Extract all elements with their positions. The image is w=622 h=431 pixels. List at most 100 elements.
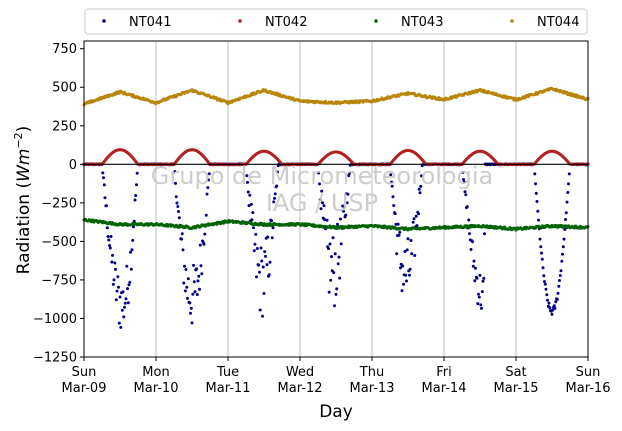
data-point: [101, 171, 105, 175]
data-point: [462, 178, 465, 181]
data-point: [291, 96, 295, 100]
data-point: [276, 170, 279, 174]
data-point: [543, 282, 547, 286]
data-point: [403, 250, 407, 253]
data-point: [199, 264, 203, 268]
x-tick-label-date: Mar-09: [62, 381, 107, 396]
data-point: [390, 180, 393, 184]
data-point: [332, 271, 336, 275]
data-point: [251, 211, 255, 215]
data-point: [111, 253, 114, 257]
legend-box: [84, 8, 588, 35]
data-point: [419, 184, 423, 188]
data-point: [123, 301, 127, 305]
data-point: [259, 246, 263, 250]
data-point: [545, 293, 549, 297]
legend: NT041 NT042 NT043 NT044: [84, 8, 588, 35]
data-point: [253, 242, 257, 246]
x-tick-label-date: Mar-11: [206, 381, 251, 396]
data-point: [132, 219, 136, 223]
plot-frame: [83, 40, 589, 358]
series-NT044: [82, 86, 590, 107]
data-point: [257, 263, 261, 267]
data-point: [180, 232, 184, 236]
data-point: [543, 280, 546, 284]
x-tick-label-day: Tue: [216, 365, 239, 380]
data-point: [409, 239, 413, 242]
x-axis-ticks: SunMar-09MonMar-10TueMar-11WedMar-12ThuM…: [62, 357, 610, 396]
data-point: [411, 220, 415, 224]
legend-label-NT041: NT041: [129, 15, 171, 30]
data-point: [107, 238, 111, 242]
data-point: [108, 244, 111, 247]
x-tick-label-date: Mar-10: [134, 381, 179, 396]
x-tick-label-day: Sun: [72, 365, 97, 380]
x-tick-label-date: Mar-12: [278, 381, 323, 396]
y-axis-label: Radiation (Wm−2): [12, 126, 34, 275]
data-point: [175, 201, 179, 205]
data-point: [567, 182, 570, 186]
data-point: [270, 219, 273, 223]
data-point: [472, 259, 476, 263]
x-tick-label-day: Wed: [286, 365, 314, 380]
data-point: [547, 301, 551, 305]
data-point: [196, 279, 200, 283]
data-point: [262, 292, 266, 295]
data-point: [203, 232, 207, 236]
y-tick-label: 750: [52, 42, 77, 57]
data-point: [261, 314, 264, 318]
data-point: [205, 192, 209, 196]
data-point: [346, 192, 350, 196]
data-point: [118, 295, 122, 299]
data-point: [126, 287, 129, 291]
legend-label-NT044: NT044: [537, 15, 579, 30]
data-point: [254, 232, 258, 236]
data-point: [471, 264, 475, 268]
data-point: [192, 280, 196, 284]
y-tick-label: −750: [41, 273, 77, 288]
data-point: [191, 292, 195, 296]
data-point: [114, 267, 117, 271]
legend-marker-NT044: [510, 19, 514, 23]
data-point: [317, 171, 321, 175]
data-point: [127, 283, 131, 287]
data-point: [467, 218, 471, 222]
data-point: [261, 265, 265, 269]
data-point: [414, 214, 418, 218]
data-point: [267, 273, 271, 277]
data-point: [268, 260, 272, 264]
data-point: [563, 227, 567, 231]
data-point: [564, 218, 567, 221]
data-point: [246, 190, 250, 194]
data-point: [468, 232, 471, 236]
data-point: [176, 205, 180, 208]
data-point: [537, 218, 540, 222]
data-point: [180, 237, 183, 241]
data-point: [200, 272, 204, 276]
data-point: [184, 268, 188, 271]
data-point: [417, 187, 421, 191]
data-point: [103, 196, 107, 200]
data-point: [552, 304, 556, 308]
data-point: [192, 263, 195, 267]
data-point: [562, 237, 566, 241]
data-point: [561, 245, 565, 249]
data-point: [553, 306, 557, 310]
data-point: [195, 293, 199, 296]
x-tick-label-day: Sun: [576, 365, 601, 380]
data-point: [413, 254, 417, 257]
data-point: [412, 217, 416, 221]
data-point: [408, 273, 411, 277]
data-point: [249, 202, 253, 206]
legend-label-NT042: NT042: [265, 15, 307, 30]
data-point: [120, 308, 124, 312]
data-point: [190, 321, 194, 325]
data-point: [475, 276, 479, 280]
data-point: [567, 172, 571, 176]
data-point: [321, 201, 324, 205]
data-point: [548, 306, 552, 310]
data-point: [328, 242, 332, 246]
watermark-line-1: Grupo de Micrometeorologia: [151, 162, 493, 190]
data-point: [401, 264, 405, 268]
data-point: [129, 250, 132, 254]
